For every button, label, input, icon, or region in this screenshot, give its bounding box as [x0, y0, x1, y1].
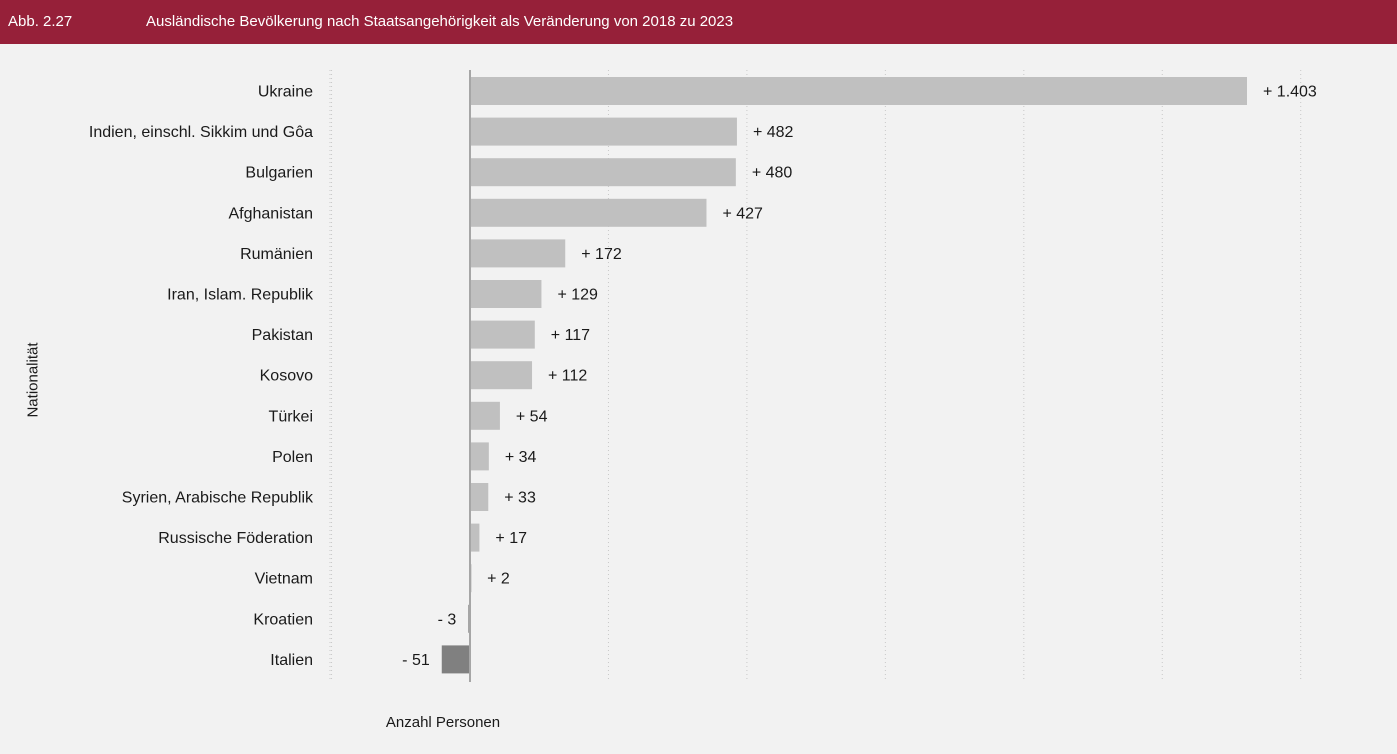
category-label: Russische Föderation	[158, 530, 313, 547]
value-label: + 482	[753, 124, 794, 141]
bar	[470, 442, 489, 471]
figure-header: Abb. 2.27 Ausländische Bevölkerung nach …	[0, 0, 1397, 44]
value-label: + 17	[495, 530, 527, 547]
value-label: + 172	[581, 246, 622, 263]
value-label: + 1.403	[1263, 84, 1317, 101]
value-label: + 54	[516, 408, 548, 425]
bar	[470, 280, 542, 308]
category-label: Vietnam	[255, 571, 313, 588]
category-label: Indien, einschl. Sikkim und Gôa	[89, 124, 313, 141]
value-label: + 33	[504, 490, 536, 507]
value-label: + 480	[752, 165, 793, 182]
category-label: Afghanistan	[228, 205, 313, 222]
value-label: + 2	[487, 571, 510, 588]
figure-title: Ausländische Bevölkerung nach Staatsange…	[146, 13, 734, 30]
category-label: Türkei	[269, 408, 313, 425]
bar	[470, 320, 535, 349]
x-axis-label: Anzahl Personen	[385, 714, 501, 731]
bar	[470, 158, 736, 187]
category-label: Syrien, Arabische Republik	[122, 490, 314, 507]
category-label: Polen	[272, 449, 313, 466]
category-label: Kosovo	[260, 368, 313, 385]
category-label: Italien	[270, 652, 313, 669]
value-label: + 129	[557, 287, 598, 304]
value-label: + 117	[551, 327, 590, 344]
category-label: Kroatien	[253, 611, 313, 628]
value-label: + 427	[722, 205, 763, 222]
category-label: Iran, Islam. Republik	[167, 287, 314, 304]
value-label: + 112	[548, 368, 587, 385]
bar	[470, 523, 480, 552]
bar	[470, 401, 500, 430]
value-label: + 34	[505, 449, 537, 466]
category-label: Bulgarien	[245, 165, 313, 182]
bar	[470, 239, 566, 268]
bar	[470, 361, 533, 390]
bar	[470, 198, 707, 227]
bar	[470, 77, 1247, 105]
bar	[441, 645, 470, 674]
category-label: Pakistan	[252, 327, 313, 344]
bar	[470, 483, 489, 511]
value-label: - 51	[402, 652, 430, 669]
figure-number: Abb. 2.27	[8, 13, 73, 30]
category-label: Ukraine	[258, 84, 313, 101]
value-label: - 3	[438, 611, 457, 628]
y-axis-label: Nationalität	[24, 342, 42, 418]
category-label: Rumänien	[240, 246, 313, 263]
bar	[470, 117, 737, 146]
